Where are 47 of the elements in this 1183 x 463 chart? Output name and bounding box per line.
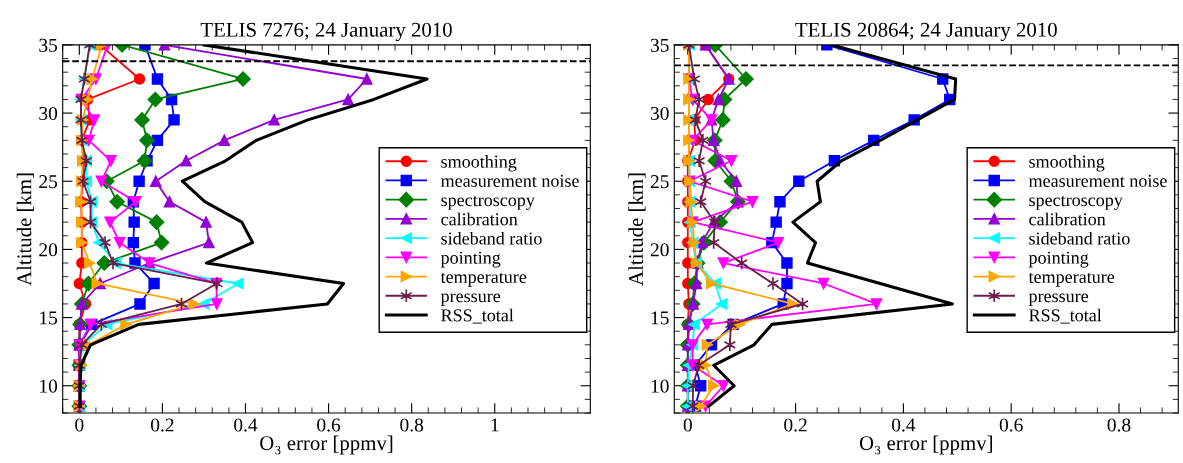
legend-label: pressure [1028, 293, 1089, 306]
x-tick-label: 0.2 [150, 418, 174, 432]
y-tick-label: 20 [650, 243, 669, 257]
x-tick-label: 0.6 [317, 418, 341, 432]
legend-label: calibration [441, 212, 518, 226]
x-tick-label: 0.4 [234, 418, 258, 432]
y-tick-label: 15 [651, 311, 669, 325]
legend-label: sideband ratio [441, 231, 542, 245]
y-tick-label: 30 [650, 106, 669, 121]
legend-label: RSS_total [1029, 308, 1102, 324]
legend-label: smoothing [441, 155, 517, 172]
y-tick-label: 30 [39, 106, 58, 121]
legend-label: pressure [440, 293, 501, 306]
x-axis-title: O₃ error [ppmv] [859, 435, 993, 455]
y-tick-label: 25 [39, 175, 58, 189]
legend-label: temperature [1028, 272, 1115, 287]
x-tick-label: 0 [75, 418, 84, 432]
x-tick-label: 1 [491, 418, 499, 432]
legend-label: measurement noise [1028, 174, 1167, 187]
x-tick-label: 0.6 [999, 418, 1023, 432]
y-tick-label: 20 [39, 243, 58, 257]
legend-label: measurement noise [440, 174, 579, 187]
x-tick-label: 0 [683, 418, 692, 432]
x-tick-label: 0.2 [784, 418, 807, 432]
y-axis-title: Altitude [km] [628, 173, 646, 286]
y-tick-label: 35 [650, 38, 669, 52]
chart-title: TELIS 20864; 24 January 2010 [795, 22, 1057, 42]
legend-label: temperature [440, 272, 527, 287]
y-tick-label: 10 [651, 379, 669, 393]
y-tick-label: 25 [650, 175, 669, 189]
x-axis-title: O₃ error [ppmv] [260, 435, 393, 455]
legend-label: pointing [440, 251, 501, 268]
legend-label: RSS_total [441, 308, 514, 324]
legend-label: smoothing [1029, 155, 1105, 172]
y-axis-title: Altitude [km] [16, 173, 34, 286]
y-tick-label: 35 [39, 38, 58, 52]
legend-label: spectroscopy [441, 195, 535, 210]
legend-label: spectroscopy [1029, 195, 1123, 210]
x-tick-label: 0.8 [400, 418, 424, 432]
y-tick-label: 15 [40, 311, 58, 325]
legend-label: sideband ratio [1029, 231, 1130, 245]
x-tick-label: 0.4 [891, 418, 916, 432]
chart-title: TELIS 7276; 24 January 2010 [200, 22, 452, 42]
legend-label: calibration [1029, 212, 1106, 226]
x-tick-label: 0.8 [1107, 418, 1131, 432]
legend-label: pointing [1028, 251, 1089, 268]
y-tick-label: 10 [40, 379, 58, 393]
